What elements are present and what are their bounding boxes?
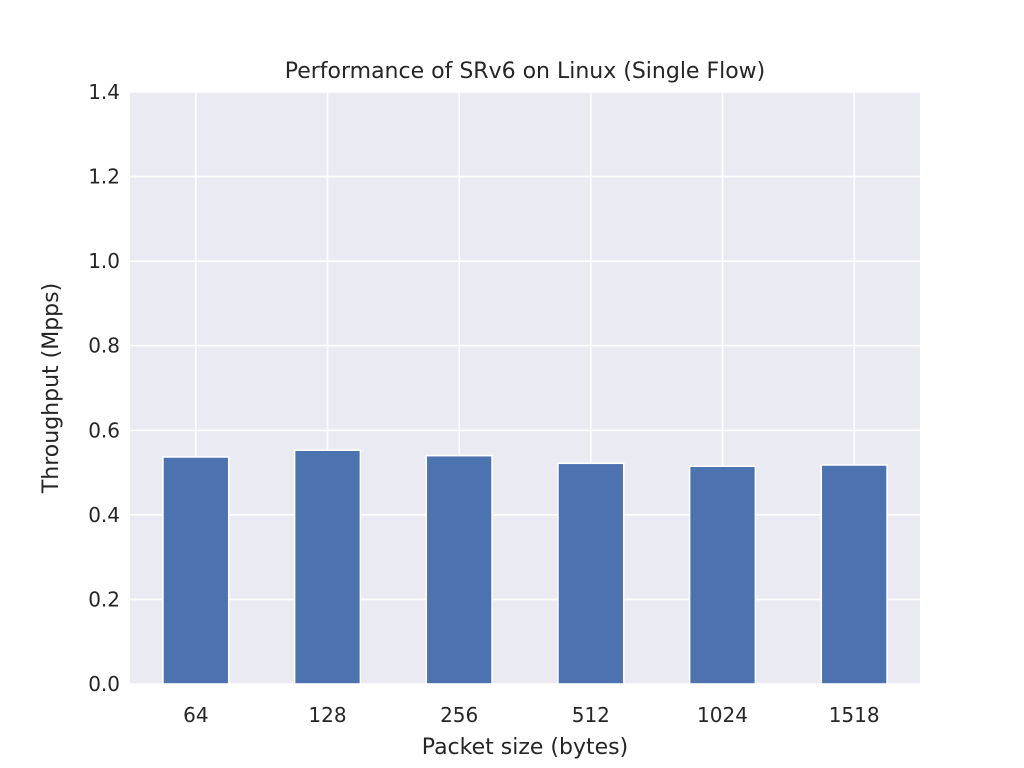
x-tick-label: 1518 — [829, 703, 880, 727]
y-tick-label: 1.0 — [88, 249, 120, 273]
x-axis-label: Packet size (bytes) — [422, 735, 628, 760]
bar-128 — [293, 449, 362, 685]
x-tick-label: 128 — [308, 703, 346, 727]
y-tick-labels: 0.0 0.2 0.4 0.6 0.8 1.0 1.2 1.4 — [88, 80, 120, 696]
y-tick-label: 1.2 — [88, 165, 120, 189]
x-tick-label: 1024 — [697, 703, 748, 727]
bar-64 — [162, 456, 230, 685]
y-tick-label: 0.0 — [88, 672, 120, 696]
y-tick-label: 0.4 — [88, 503, 120, 527]
bar-512 — [557, 462, 625, 685]
y-axis-label: Throughput (Mpps) — [39, 283, 64, 494]
x-tick-label: 256 — [440, 703, 478, 727]
x-tick-label: 64 — [183, 703, 208, 727]
y-tick-label: 0.6 — [88, 418, 120, 442]
y-tick-label: 0.2 — [88, 587, 120, 611]
bar-1518 — [820, 464, 888, 685]
bar-1024 — [688, 465, 757, 685]
y-tick-label: 0.8 — [88, 334, 120, 358]
bars — [162, 449, 888, 685]
x-tick-label: 512 — [572, 703, 610, 727]
x-tick-labels: 64 128 256 512 1024 1518 — [183, 703, 880, 727]
bar-256 — [425, 454, 493, 685]
chart-title: Performance of SRv6 on Linux (Single Flo… — [285, 59, 766, 84]
y-tick-label: 1.4 — [88, 80, 120, 104]
plot-area — [130, 92, 920, 684]
